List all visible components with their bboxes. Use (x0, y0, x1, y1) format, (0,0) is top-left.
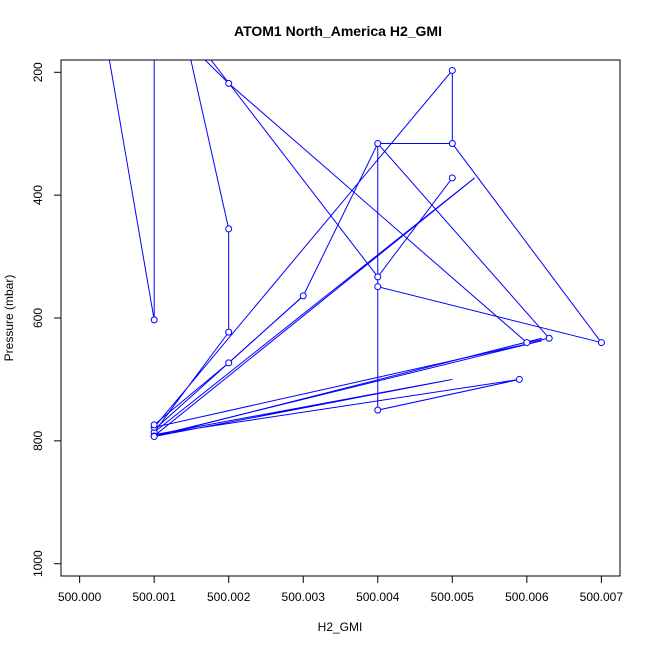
data-point (597, 339, 605, 347)
data-point (225, 359, 233, 367)
x-tick-label: 500.007 (580, 590, 624, 604)
data-point (448, 140, 456, 148)
data-point (515, 375, 523, 383)
y-axis: 200 400 600 800 1000 (31, 62, 61, 577)
y-tick-label: 400 (31, 185, 45, 205)
plot-area (108, 60, 605, 441)
data-point (299, 292, 307, 300)
data-point (150, 316, 158, 324)
data-point (545, 334, 553, 342)
series-line-6 (377, 286, 602, 344)
x-tick-label: 500.000 (58, 590, 102, 604)
y-tick-label: 1000 (31, 550, 45, 577)
x-tick-label: 500.003 (282, 590, 326, 604)
x-tick-label: 500.005 (431, 590, 475, 604)
data-point (374, 140, 382, 148)
chart-title: ATOM1 North_America H2_GMI (234, 23, 442, 39)
data-point (523, 339, 531, 347)
data-point (374, 283, 382, 291)
y-tick-label: 200 (31, 62, 45, 82)
y-tick-label: 600 (31, 308, 45, 328)
data-point (150, 433, 158, 441)
data-point (448, 66, 456, 74)
x-tick-label: 500.002 (207, 590, 251, 604)
x-axis: 500.000 500.001 500.002 500.003 500.004 500.0… (58, 576, 623, 604)
data-point (374, 273, 382, 281)
data-point (225, 328, 233, 336)
data-point (448, 174, 456, 182)
data-point (150, 421, 158, 429)
data-point (374, 406, 382, 414)
x-tick-label: 500.001 (132, 590, 176, 604)
x-axis-label: H2_GMI (318, 620, 363, 634)
y-tick-label: 800 (31, 431, 45, 451)
data-point (225, 79, 233, 87)
x-tick-label: 500.004 (356, 590, 400, 604)
x-tick-label: 500.006 (505, 590, 549, 604)
data-point (225, 225, 233, 233)
y-axis-label: Pressure (mbar) (2, 275, 16, 362)
